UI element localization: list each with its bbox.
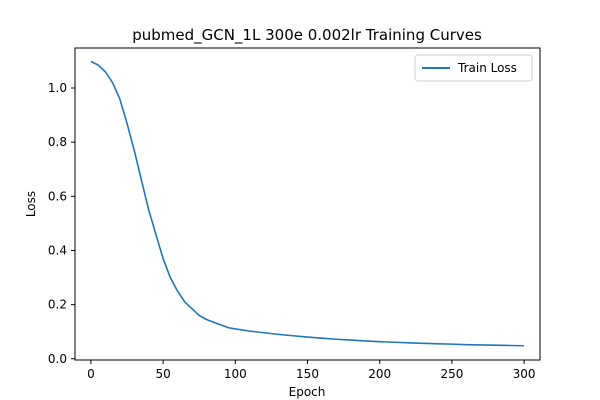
legend: Train Loss xyxy=(414,54,533,82)
x-tick-label: 50 xyxy=(155,367,170,381)
x-tick-label: 0 xyxy=(87,367,95,381)
x-tick-label: 200 xyxy=(368,367,391,381)
x-tick-label: 300 xyxy=(513,367,536,381)
x-tick-label: 250 xyxy=(440,367,463,381)
axes-layer: 0 50 100 150 200 250 300 0.0 0.2 0.4 0.6 0.8 1.0 xyxy=(48,47,541,381)
x-tick-label: 100 xyxy=(224,367,247,381)
x-tick-label: 150 xyxy=(296,367,319,381)
y-axis-label: Loss xyxy=(24,191,38,217)
plot-area xyxy=(75,48,540,360)
y-tick-label: 0.4 xyxy=(48,243,67,257)
x-axis-label: Epoch xyxy=(289,385,326,399)
legend-label-train-loss: Train Loss xyxy=(457,61,517,75)
chart-title: pubmed_GCN_1L 300e 0.002lr Training Curv… xyxy=(132,26,482,45)
y-tick-label: 1.0 xyxy=(48,81,67,95)
y-tick-label: 0.8 xyxy=(48,135,67,149)
series-layer xyxy=(90,60,525,347)
y-tick-label: 0.6 xyxy=(48,189,67,203)
legend-box xyxy=(414,54,533,82)
y-tick-label: 0.0 xyxy=(48,352,67,366)
series-line-train-loss xyxy=(90,60,525,347)
y-tick-label: 0.2 xyxy=(48,298,67,312)
